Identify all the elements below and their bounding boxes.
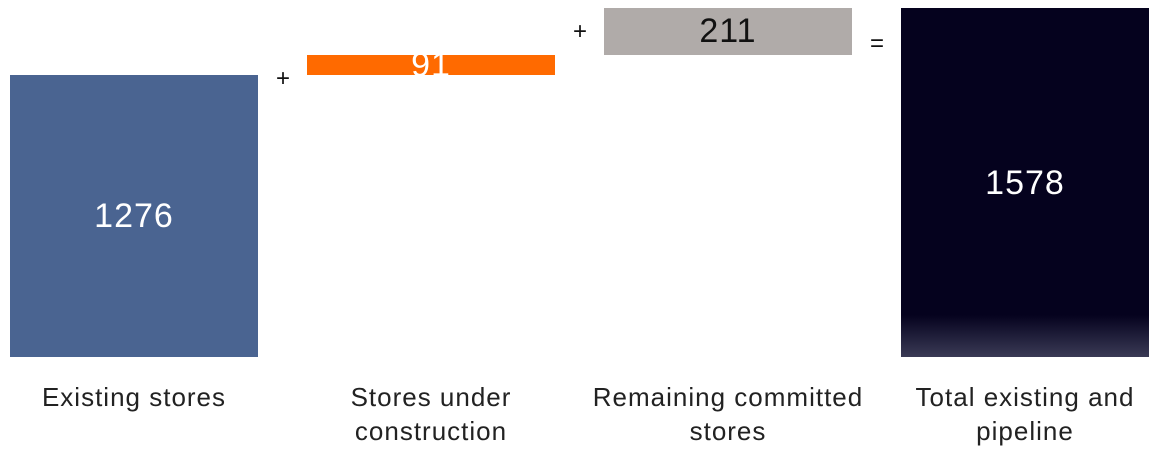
value-label: 211 (699, 12, 757, 51)
value-label: 1578 (985, 163, 1065, 202)
category-label: Remaining committed stores (592, 382, 864, 446)
operator: + (572, 18, 587, 45)
value-label: 91 (411, 45, 451, 84)
bar (901, 8, 1149, 357)
category-label: Total existing and pipeline (915, 382, 1135, 446)
operator: = (869, 30, 884, 57)
value-label: 1276 (94, 196, 174, 235)
category-label: Stores under construction (350, 382, 512, 446)
bar (307, 54, 555, 75)
operator: + (275, 64, 290, 92)
bar (604, 8, 852, 55)
bar (10, 74, 258, 357)
category-label: Existing stores (41, 382, 227, 412)
